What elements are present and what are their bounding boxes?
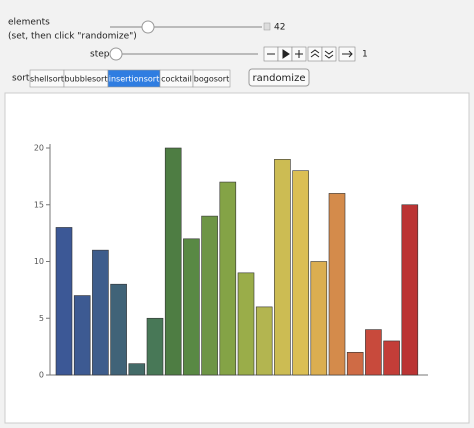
bar: [73, 295, 91, 376]
elements-value: 42: [274, 23, 285, 33]
y-tick-label: 0: [39, 371, 44, 380]
sort-label: sort: [12, 74, 30, 84]
expand-button[interactable]: [263, 22, 271, 31]
bar: [274, 159, 291, 376]
elements-hint: (set, then click "randomize"): [8, 32, 137, 42]
bar: [55, 227, 73, 376]
y-tick-label: 5: [39, 314, 44, 323]
y-tick-label: 20: [34, 144, 44, 153]
bar: [310, 261, 328, 376]
bar: [146, 317, 164, 376]
sort-tab-label: insertionsort: [109, 75, 159, 84]
y-tick-label: 10: [34, 257, 44, 266]
sort-tab-label: bubblesort: [65, 75, 108, 84]
bar: [92, 249, 109, 376]
step-buttons: [263, 46, 356, 62]
bar: [201, 215, 218, 376]
elements-slider-thumb[interactable]: [141, 20, 155, 34]
bar: [292, 170, 309, 376]
sort-tabs: shellsort bubblesort insertionsort cocktail…: [29, 69, 231, 88]
bar: [346, 351, 364, 376]
bar: [401, 204, 419, 376]
chart: 0 5 10 15 20: [34, 144, 428, 380]
randomize-button-label: randomize: [253, 73, 306, 84]
bar: [183, 238, 200, 376]
bar: [328, 193, 346, 376]
step-label: step: [90, 50, 110, 60]
step-button-icons: [267, 49, 353, 59]
bar: [110, 283, 127, 376]
bar: [365, 329, 382, 376]
step-value: 1: [362, 50, 368, 60]
y-tick-label: 15: [34, 200, 44, 209]
sort-tab-label: bogosort: [194, 75, 229, 84]
bar: [128, 363, 146, 376]
bar: [219, 181, 237, 376]
sort-tab-label: shellsort: [30, 75, 64, 84]
bar: [383, 340, 400, 376]
randomize-button[interactable]: [248, 68, 310, 87]
sort-tab[interactable]: [192, 69, 231, 88]
bar: [164, 147, 182, 376]
sort-tab-label: cocktail: [161, 75, 192, 84]
bar: [255, 306, 273, 376]
step-slider-thumb[interactable]: [109, 47, 123, 61]
bar: [237, 272, 255, 376]
elements-label: elements: [8, 18, 50, 28]
